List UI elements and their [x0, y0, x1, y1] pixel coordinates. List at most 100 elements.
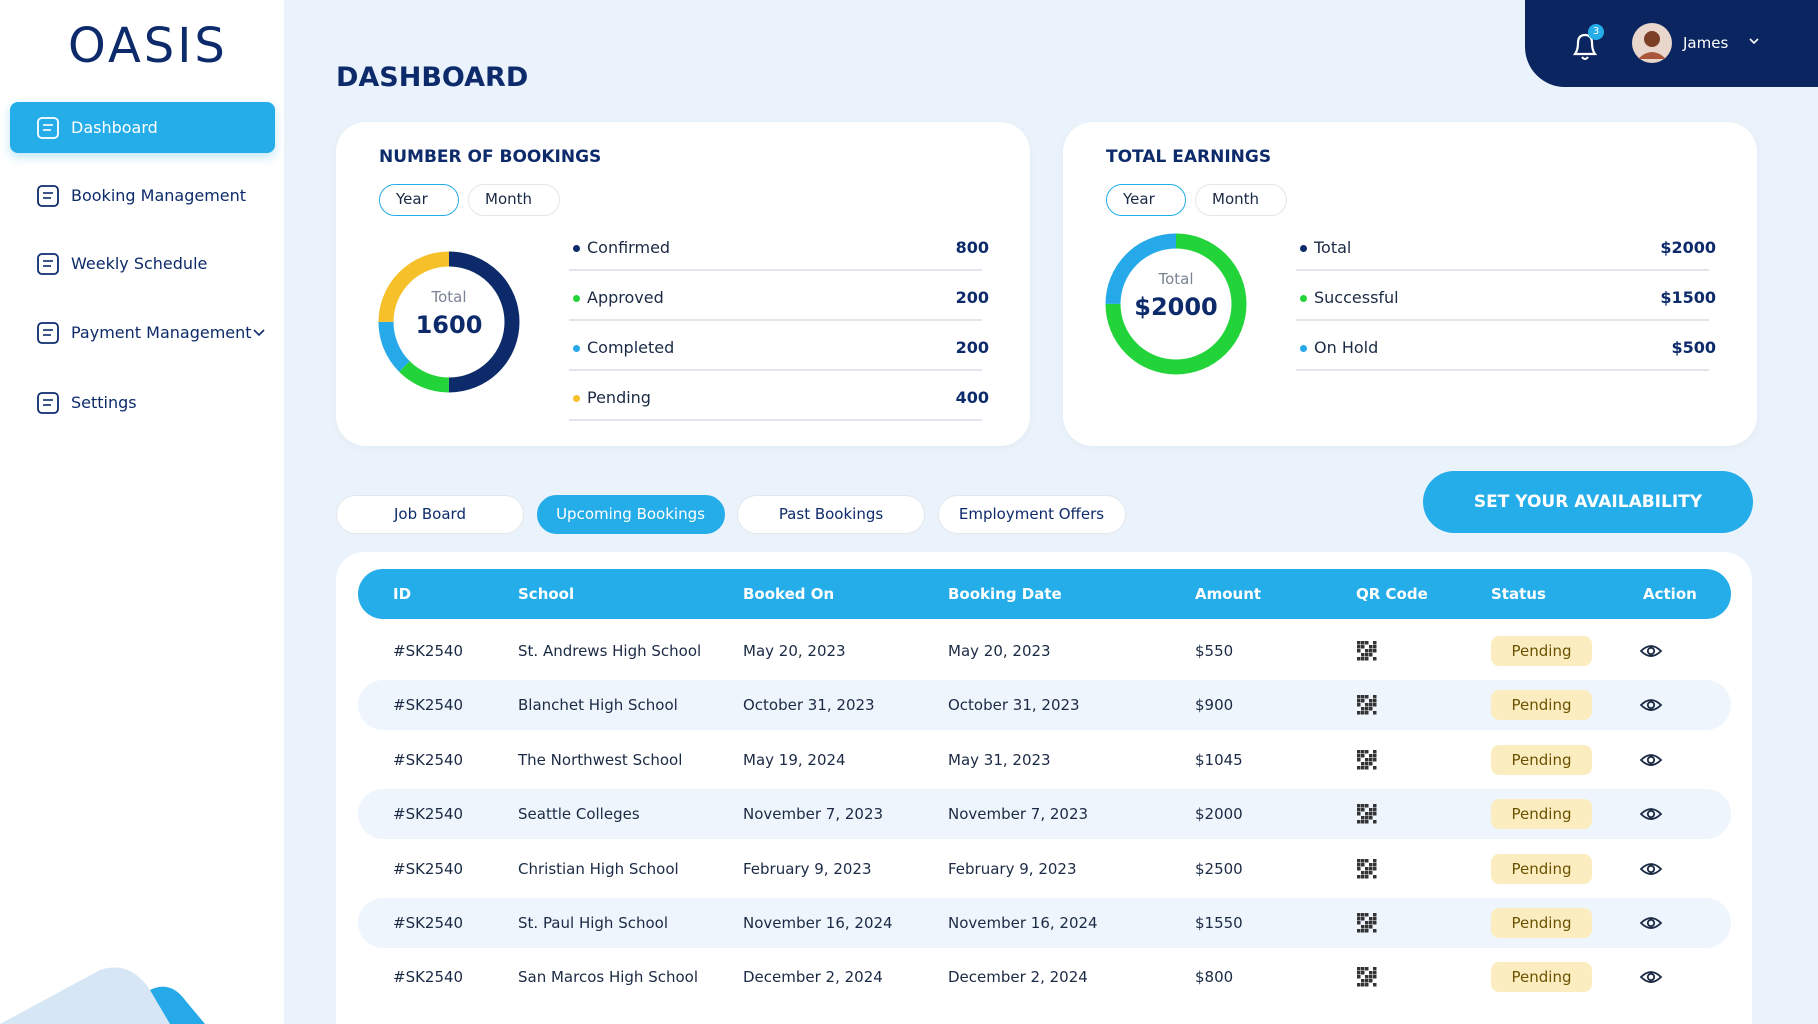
status-badge: Pending [1491, 636, 1592, 666]
separator [1296, 319, 1709, 321]
nav-item[interactable]: Booking Management [71, 186, 247, 205]
nav-icon [37, 185, 59, 207]
avatar[interactable] [1632, 23, 1672, 63]
cell: #SK2540 [393, 914, 464, 932]
column-header: School [518, 585, 575, 603]
cell: November 16, 2024 [743, 914, 893, 932]
separator [569, 319, 982, 321]
separator [1296, 269, 1709, 271]
bullet [1300, 245, 1307, 252]
cell: #SK2540 [393, 696, 464, 715]
cell: #SK2540 [393, 750, 464, 769]
cell: The Northwest School [518, 750, 683, 769]
tab[interactable]: Past Bookings [737, 495, 925, 534]
status-badge: Pending [1491, 799, 1592, 830]
bullet [1300, 345, 1307, 352]
cell: $900 [1195, 696, 1234, 715]
column-header: ID [393, 585, 412, 603]
view-icon[interactable] [1639, 751, 1663, 769]
nav-item[interactable]: Weekly Schedule [71, 254, 208, 273]
filter[interactable]: Month [1195, 184, 1287, 216]
cell: $1550 [1195, 914, 1243, 932]
legend-value: $2000 [1660, 238, 1716, 257]
tab[interactable]: Job Board [336, 495, 524, 534]
cell: November 7, 2023 [743, 805, 884, 824]
qr-code[interactable] [1357, 804, 1377, 824]
cell: May 20, 2023 [948, 642, 1051, 660]
tab[interactable]: Upcoming Bookings [536, 495, 725, 534]
column-header: Booking Date [948, 585, 1062, 603]
cell: $2000 [1195, 805, 1243, 824]
sidebar [0, 0, 284, 1024]
nav-item[interactable]: Settings [71, 393, 137, 412]
legend-value: 200 [955, 338, 989, 357]
qr-code[interactable] [1357, 967, 1377, 987]
cell: May 31, 2023 [948, 750, 1051, 769]
view-icon[interactable] [1639, 642, 1663, 660]
view-icon[interactable] [1639, 805, 1663, 823]
filter[interactable]: Month [468, 184, 560, 216]
status-badge: Pending [1491, 744, 1592, 775]
cell: December 2, 2024 [948, 968, 1088, 987]
view-icon[interactable] [1639, 696, 1663, 714]
view-icon[interactable] [1639, 860, 1663, 878]
cell: $550 [1195, 642, 1234, 660]
status-badge: Pending [1491, 908, 1592, 938]
nav-icon [37, 322, 59, 344]
cell: February 9, 2023 [743, 859, 872, 878]
separator [569, 269, 982, 271]
donut-label: Total [1158, 270, 1194, 288]
card-title: TOTAL EARNINGS [1106, 147, 1272, 167]
cell: #SK2540 [393, 968, 464, 987]
legend-name: Total [1314, 238, 1352, 257]
filter[interactable]: Year [379, 184, 459, 216]
cell: #SK2540 [393, 859, 464, 878]
notification-badge: 3 [1588, 24, 1604, 40]
legend-value: $500 [1671, 338, 1716, 357]
nav-icon [37, 117, 59, 139]
qr-code[interactable] [1357, 749, 1377, 770]
legend-name: Confirmed [587, 238, 671, 257]
column-header: QR Code [1356, 585, 1428, 603]
tab[interactable]: Employment Offers [937, 495, 1126, 534]
view-icon[interactable] [1639, 968, 1663, 986]
qr-code[interactable] [1357, 695, 1377, 715]
chevron [253, 329, 265, 337]
qr-code[interactable] [1357, 641, 1377, 661]
nav-active-bg[interactable] [10, 102, 275, 153]
bullet [573, 295, 580, 302]
user-chevron[interactable] [1748, 37, 1760, 47]
nav-item[interactable]: Dashboard [71, 118, 158, 137]
bell-icon[interactable] [1570, 30, 1600, 64]
filter[interactable]: Year [1106, 184, 1186, 216]
user-name[interactable]: James [1683, 34, 1729, 52]
donut [378, 251, 520, 393]
status-badge: Pending [1491, 690, 1592, 721]
bullet [573, 395, 580, 402]
legend-name: Completed [587, 338, 675, 357]
cell: St. Paul High School [518, 914, 668, 932]
legend-value: 200 [955, 288, 989, 307]
cell: October 31, 2023 [948, 696, 1080, 715]
cell: $2500 [1195, 859, 1243, 878]
nav-item[interactable]: Payment Management [71, 323, 252, 342]
donut-segment [1105, 233, 1247, 375]
table-header [358, 569, 1731, 619]
column-header: Status [1491, 585, 1546, 603]
cell: #SK2540 [393, 642, 464, 660]
bullet [573, 245, 580, 252]
cell: December 2, 2024 [743, 968, 883, 987]
donut-segment [378, 251, 520, 393]
nav-icon [37, 253, 59, 275]
separator [569, 369, 982, 371]
cell: Blanchet High School [518, 696, 678, 715]
page-title: DASHBOARD [336, 62, 529, 93]
cell: May 20, 2023 [743, 642, 846, 660]
view-icon[interactable] [1639, 914, 1663, 932]
primary-button[interactable]: SET YOUR AVAILABILITY [1423, 471, 1753, 533]
qr-code[interactable] [1357, 913, 1377, 933]
column-header: Action [1643, 585, 1697, 603]
cell: October 31, 2023 [743, 696, 875, 715]
qr-code[interactable] [1357, 858, 1377, 879]
